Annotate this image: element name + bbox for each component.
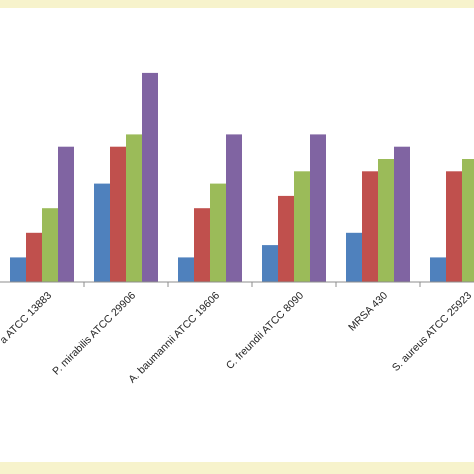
bar-0-3	[58, 146, 74, 282]
x-tick-label: a ATCC 13883	[0, 290, 54, 347]
bars-group	[10, 72, 474, 283]
bar-3-0	[262, 245, 278, 282]
bar-2-1	[194, 208, 210, 282]
bar-1-1	[110, 146, 126, 282]
x-tick-label: C. freundii ATCC 8090	[224, 290, 306, 372]
bar-2-0	[178, 257, 194, 282]
bar-3-3	[310, 134, 326, 282]
bar-5-1	[446, 171, 462, 282]
x-tick-label: MRSA 430	[346, 290, 390, 334]
bar-1-0	[94, 183, 110, 282]
bar-5-0	[430, 257, 446, 282]
bar-4-2	[378, 159, 394, 282]
bar-3-1	[278, 195, 294, 282]
x-tick-label: S. aureus ATCC 25923	[390, 290, 474, 374]
bar-5-2	[462, 159, 474, 282]
bar-4-3	[394, 146, 410, 282]
bar-2-3	[226, 134, 242, 282]
x-axis-group	[0, 281, 474, 287]
bar-4-1	[362, 171, 378, 282]
bar-2-2	[210, 183, 226, 282]
bar-3-2	[294, 171, 310, 282]
x-tick-label: A. baumannii ATCC 19606	[126, 290, 222, 386]
x-tick-label: P. mirabilis ATCC 29906	[50, 290, 138, 378]
bar-0-0	[10, 257, 26, 282]
bar-4-0	[346, 232, 362, 282]
bar-1-2	[126, 134, 142, 282]
bar-0-2	[42, 208, 58, 282]
bar-0-1	[26, 232, 42, 282]
top-border-strip	[0, 0, 474, 8]
bar-1-3	[142, 72, 158, 283]
bottom-border-strip	[0, 462, 474, 474]
